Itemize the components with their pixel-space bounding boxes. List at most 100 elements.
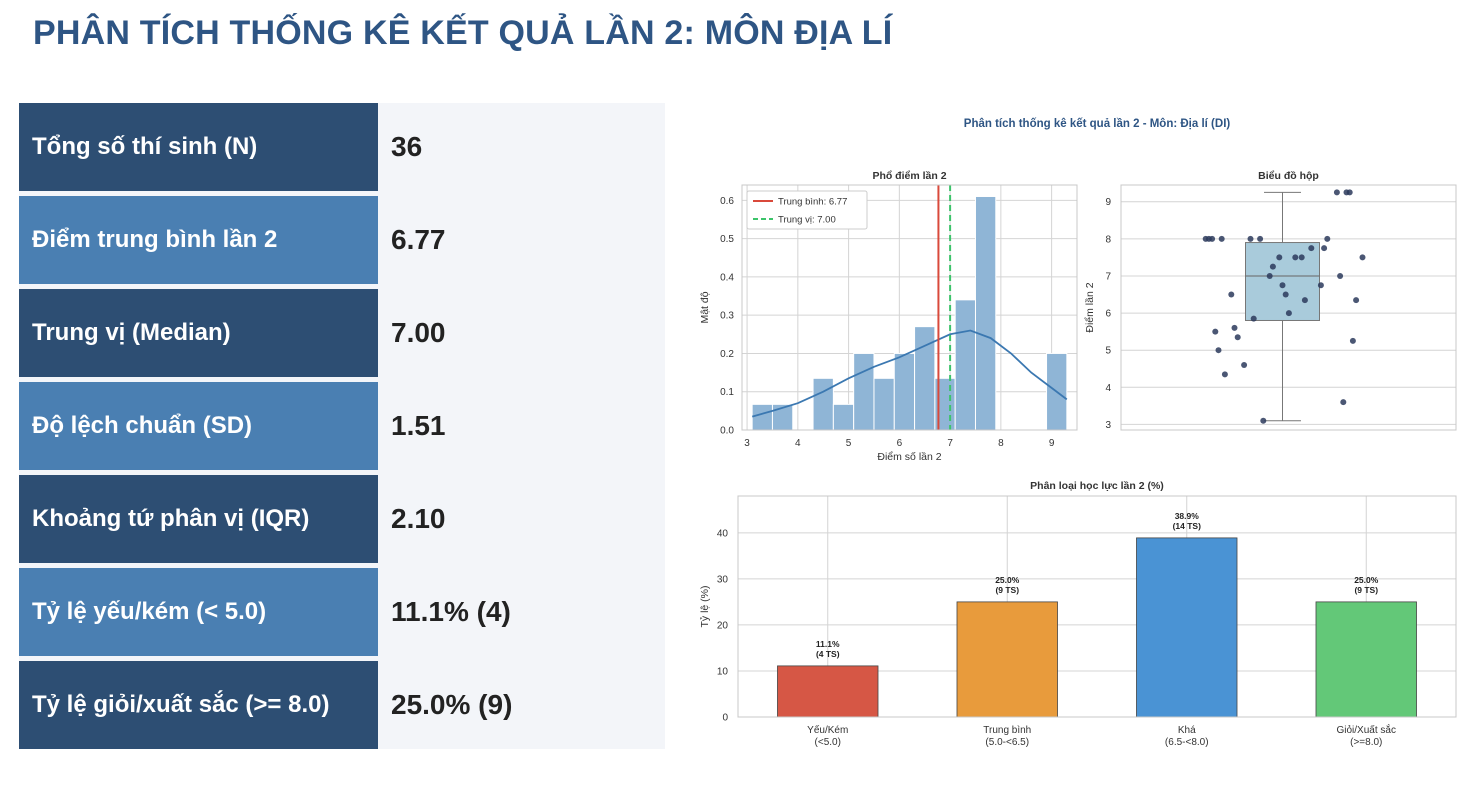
box-data-point xyxy=(1324,235,1331,242)
hist-x-tick-label: 4 xyxy=(795,438,801,449)
bar-y-tick-label: 0 xyxy=(722,713,728,724)
bar-category-label: Yếu/Kém xyxy=(807,724,848,736)
bar-category-label: (5.0-<6.5) xyxy=(985,737,1029,748)
box-data-point xyxy=(1321,245,1328,252)
box-frame xyxy=(1120,184,1457,431)
box-data-point xyxy=(1247,235,1254,242)
bar-mark xyxy=(1315,601,1417,718)
hist-y-tick-label: 0.4 xyxy=(720,272,734,283)
box-data-point xyxy=(1308,245,1315,252)
stat-row-weak-rate: Tỷ lệ yếu/kém (< 5.0) 11.1% (4) xyxy=(19,568,665,656)
hist-x-tick-label: 9 xyxy=(1049,438,1055,449)
hist-y-tick-label: 0.0 xyxy=(720,426,734,437)
bar-y-tick-label: 40 xyxy=(717,528,729,539)
box-data-point xyxy=(1349,337,1356,344)
box-data-point xyxy=(1228,291,1235,298)
bar-y-tick-label: 20 xyxy=(717,620,729,631)
hist-x-tick-label: 3 xyxy=(744,438,750,449)
bar-mark xyxy=(1136,537,1238,718)
box-data-point xyxy=(1221,371,1228,378)
box-data-point xyxy=(1317,282,1324,289)
bar-y-label: Tỷ lệ (%) xyxy=(699,586,711,628)
box-y-tick-label: 6 xyxy=(1105,309,1111,320)
hist-x-tick-label: 6 xyxy=(897,438,903,449)
box-data-point xyxy=(1285,310,1292,317)
hist-bar xyxy=(873,377,895,431)
stat-label: Điểm trung bình lần 2 xyxy=(19,196,378,284)
stat-label: Tổng số thí sinh (N) xyxy=(19,103,378,191)
box-data-point xyxy=(1218,235,1225,242)
bar-category-label: (>=8.0) xyxy=(1350,737,1382,748)
bar-frame xyxy=(737,495,1457,718)
stat-row-total: Tổng số thí sinh (N) 36 xyxy=(19,103,665,191)
stat-row-iqr: Khoảng tứ phân vị (IQR) 2.10 xyxy=(19,475,665,563)
hist-bar xyxy=(853,352,875,431)
box-data-point xyxy=(1231,324,1238,331)
hist-legend-mean-label: Trung bình: 6.77 xyxy=(778,197,847,208)
hist-kde-curve xyxy=(751,329,1068,418)
stat-value: 2.10 xyxy=(391,503,446,534)
hist-x-tick-label: 5 xyxy=(846,438,852,449)
hist-bar xyxy=(751,403,773,431)
box-data-point xyxy=(1269,263,1276,270)
bar-category-label: Giỏi/Xuất sắc xyxy=(1337,723,1396,736)
box-y-tick-label: 8 xyxy=(1105,234,1111,245)
stat-label: Tỷ lệ giỏi/xuất sắc (>= 8.0) xyxy=(19,661,378,749)
stat-label: Trung vị (Median) xyxy=(19,289,378,377)
stat-row-sd: Độ lệch chuẩn (SD) 1.51 xyxy=(19,382,665,470)
box-title: Biểu đồ hộp xyxy=(1258,170,1319,182)
box-data-point xyxy=(1340,399,1347,406)
box-data-point xyxy=(1276,254,1283,261)
hist-bar xyxy=(812,377,834,431)
hist-bar xyxy=(832,403,855,431)
hist-bar xyxy=(954,299,976,431)
hist-frame xyxy=(741,184,1078,431)
hist-x-label: Điểm số lần 2 xyxy=(877,451,941,463)
bar-data-label: 25.0% xyxy=(995,575,1020,585)
bar-title: Phân loại học lực lần 2 (%) xyxy=(1030,480,1164,492)
hist-title: Phổ điểm lần 2 xyxy=(872,170,946,182)
box-data-point xyxy=(1359,254,1366,261)
box-data-point xyxy=(1250,315,1257,322)
box-y-tick-label: 7 xyxy=(1105,271,1111,282)
box-data-point xyxy=(1282,291,1289,298)
stat-value: 25.0% (9) xyxy=(391,689,513,720)
box-data-point xyxy=(1333,189,1340,196)
box-data-point xyxy=(1234,334,1241,341)
box-data-point xyxy=(1260,417,1267,424)
stat-label: Tỷ lệ yếu/kém (< 5.0) xyxy=(19,568,378,656)
stats-table: Tổng số thí sinh (N) 36 Điểm trung bình … xyxy=(19,103,665,749)
bar-data-label: 25.0% xyxy=(1354,575,1379,585)
bar-category-label: (6.5-<8.0) xyxy=(1165,737,1209,748)
page-title: PHÂN TÍCH THỐNG KÊ KẾT QUẢ LẦN 2: MÔN ĐỊ… xyxy=(33,14,893,52)
bar-data-label: (9 TS) xyxy=(995,585,1019,595)
bar-data-label: 38.9% xyxy=(1175,511,1200,521)
stat-label: Khoảng tứ phân vị (IQR) xyxy=(19,475,378,563)
bar-mark xyxy=(777,665,879,718)
box-data-point xyxy=(1337,272,1344,279)
stat-row-median: Trung vị (Median) 7.00 xyxy=(19,289,665,377)
box-data-point xyxy=(1212,328,1219,335)
bar-data-label: (4 TS) xyxy=(816,649,840,659)
bar-category-label: (<5.0) xyxy=(815,737,841,748)
box-y-tick-label: 9 xyxy=(1105,197,1111,208)
statistics-figure: Phân tích thống kê kết quả lần 2 - Môn: … xyxy=(699,118,1457,748)
figure-title: Phân tích thống kê kết quả lần 2 - Môn: … xyxy=(964,118,1231,130)
box-iqr-box xyxy=(1245,242,1320,321)
hist-bar xyxy=(974,195,997,431)
bar-mark xyxy=(956,601,1058,718)
chart-panel: Phân tích thống kê kết quả lần 2 - Môn: … xyxy=(692,103,1472,763)
hist-y-tick-label: 0.1 xyxy=(720,387,734,398)
stat-value: 6.77 xyxy=(391,224,446,255)
box-data-point xyxy=(1298,254,1305,261)
box-data-point xyxy=(1257,235,1264,242)
stat-row-mean: Điểm trung bình lần 2 6.77 xyxy=(19,196,665,284)
bar-y-tick-label: 30 xyxy=(717,574,729,585)
box-y-tick-label: 5 xyxy=(1105,346,1111,357)
hist-x-tick-label: 8 xyxy=(998,438,1004,449)
stat-row-excellent-rate: Tỷ lệ giỏi/xuất sắc (>= 8.0) 25.0% (9) xyxy=(19,661,665,749)
hist-legend xyxy=(746,190,868,230)
hist-y-tick-label: 0.6 xyxy=(720,196,734,207)
bar-category-label: Khá xyxy=(1178,725,1196,736)
box-y-label: Điểm lần 2 xyxy=(1084,282,1096,332)
